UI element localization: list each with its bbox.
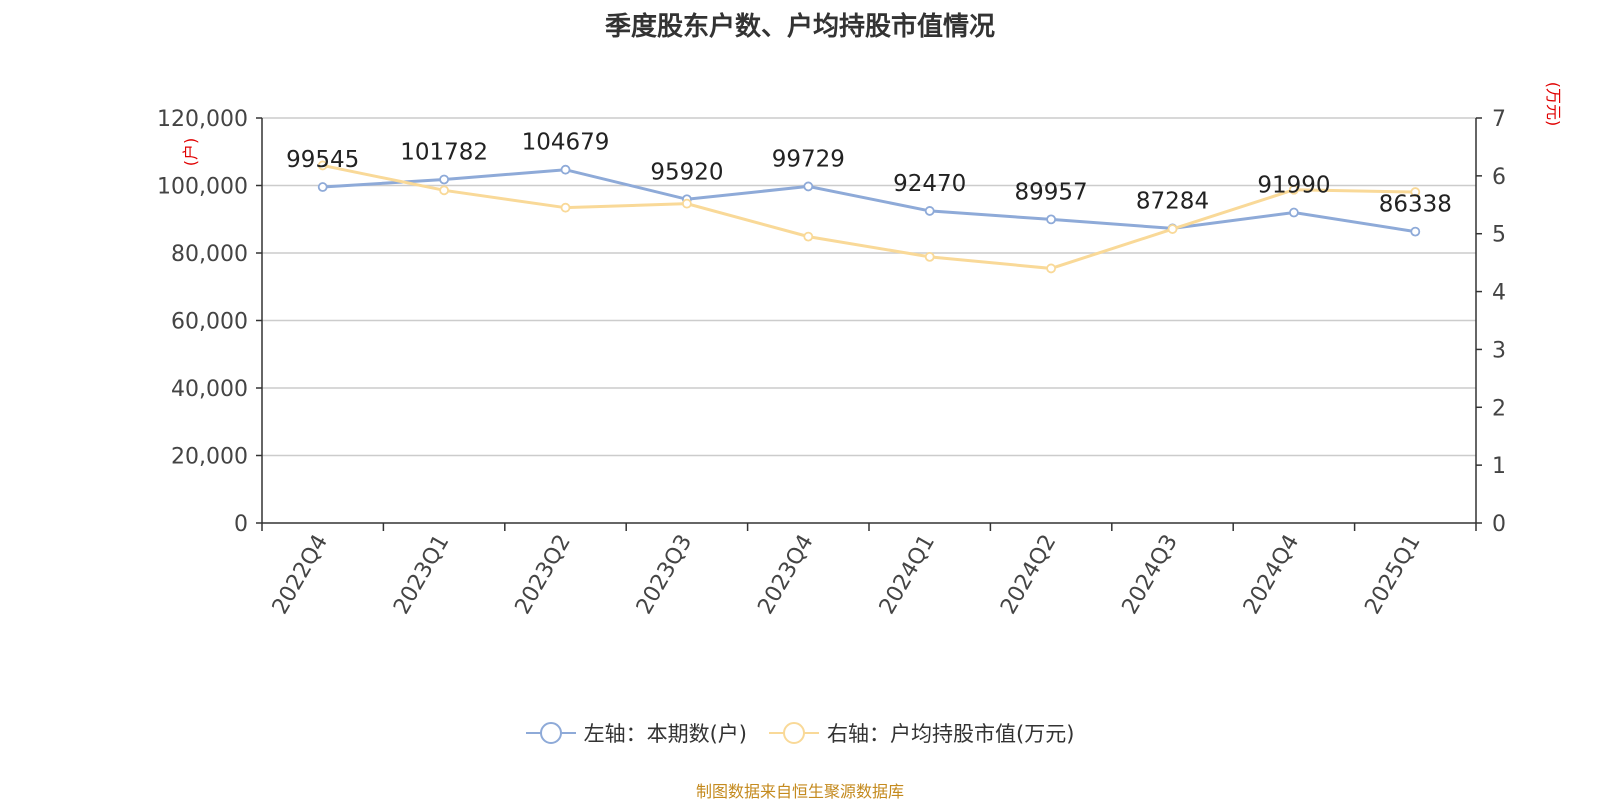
data-point <box>924 206 935 216</box>
x-tick-label: 2024Q2 <box>996 531 1061 619</box>
data-point <box>317 182 328 192</box>
data-label: 101782 <box>400 139 488 165</box>
left-tick-label: 60,000 <box>171 310 248 335</box>
x-tick-label: 2023Q1 <box>389 531 454 619</box>
data-point <box>1410 187 1421 197</box>
x-tick-label: 2024Q4 <box>1239 531 1304 619</box>
right-tick-label: 4 <box>1492 281 1506 306</box>
axes: 0 20,000 40,000 60,000 80,000 100,000 120,000 0… <box>157 82 1563 619</box>
data-point <box>1046 263 1056 274</box>
x-tick-label: 2022Q4 <box>268 531 333 619</box>
series-line <box>322 163 1416 270</box>
right-tick-label: 7 <box>1492 107 1506 132</box>
data-point <box>803 181 814 192</box>
x-tick-label: 2025Q1 <box>1360 531 1425 619</box>
legend: 左轴：本期数(户) 右轴：户均持股市值(万元) <box>0 718 1600 748</box>
data-labels: 99545 101782 104679 95920 99729 92470 89957 872… <box>286 130 1452 218</box>
data-point <box>803 231 814 242</box>
left-axis-unit: (户) <box>181 138 200 167</box>
left-tick-label: 0 <box>234 512 248 537</box>
data-point <box>1410 226 1421 237</box>
data-label: 86338 <box>1379 192 1452 218</box>
data-point <box>439 174 450 185</box>
data-label: 99729 <box>772 146 845 172</box>
grid-lines <box>262 117 1476 457</box>
data-point <box>560 164 571 175</box>
x-tick-label: 2023Q3 <box>632 531 697 619</box>
data-point <box>1046 214 1056 225</box>
right-tick-label: 2 <box>1492 396 1506 421</box>
legend-label-right-series: 右轴：户均持股市值(万元) <box>827 722 1075 746</box>
data-label: 92470 <box>893 171 966 197</box>
legend-label-left-series: 左轴：本期数(户) <box>583 722 747 746</box>
x-tick-label: 2024Q1 <box>875 531 940 619</box>
right-tick-label: 3 <box>1492 338 1506 363</box>
right-tick-label: 5 <box>1492 223 1506 248</box>
data-point <box>317 160 328 171</box>
data-point <box>560 202 571 213</box>
data-point <box>682 198 692 209</box>
legend-marker-yellow-icon <box>769 722 819 744</box>
right-tick-label: 6 <box>1492 165 1506 190</box>
x-tick-label: 2023Q2 <box>511 531 576 619</box>
data-label: 104679 <box>522 130 610 156</box>
data-point <box>1167 224 1178 234</box>
left-tick-label: 120,000 <box>157 107 248 132</box>
data-label: 89957 <box>1015 179 1088 205</box>
left-tick-label: 20,000 <box>171 445 248 470</box>
series <box>317 160 1421 274</box>
data-point <box>1289 184 1299 195</box>
data-point <box>439 185 450 196</box>
data-label: 99545 <box>286 147 359 173</box>
legend-item-left-series[interactable]: 左轴：本期数(户) <box>525 718 747 748</box>
data-point <box>1289 207 1299 218</box>
chart-title: 季度股东户数、户均持股市值情况 <box>604 12 995 42</box>
right-tick-label: 1 <box>1492 454 1506 479</box>
right-tick-label: 0 <box>1492 512 1506 537</box>
left-tick-label: 80,000 <box>171 242 248 267</box>
left-tick-label: 40,000 <box>171 377 248 402</box>
right-axis-unit: (万元) <box>1544 82 1563 127</box>
source-note: 制图数据来自恒生聚源数据库 <box>695 782 904 801</box>
data-label: 87284 <box>1136 188 1209 214</box>
series-line <box>322 168 1416 234</box>
x-tick-label: 2024Q3 <box>1118 531 1183 619</box>
data-label: 91990 <box>1257 173 1330 199</box>
x-tick-label: 2023Q4 <box>753 531 818 619</box>
data-label: 95920 <box>650 159 723 185</box>
legend-marker-blue-icon <box>525 722 576 744</box>
data-point <box>924 251 935 262</box>
left-tick-label: 100,000 <box>157 175 248 200</box>
legend-item-right-series[interactable]: 右轴：户均持股市值(万元) <box>769 718 1074 748</box>
